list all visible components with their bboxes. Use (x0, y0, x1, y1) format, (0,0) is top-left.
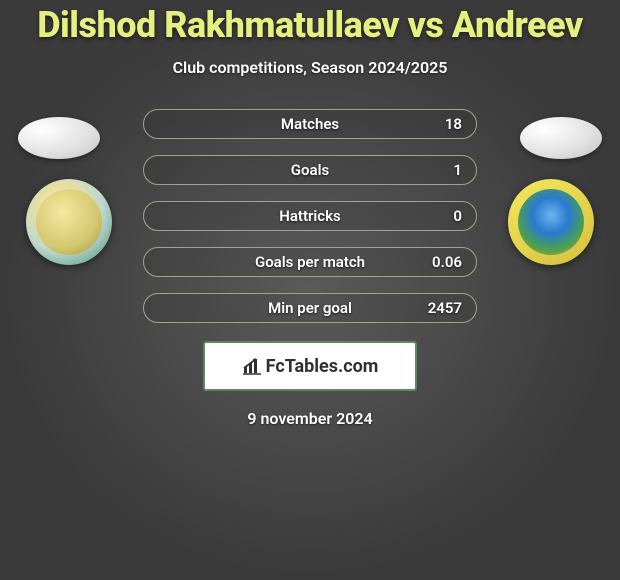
stat-right-value: 18 (445, 115, 462, 133)
content-area: Matches 18 Goals 1 Hattricks 0 Goals per… (0, 109, 620, 428)
stat-label: Hattricks (279, 207, 341, 225)
stat-label: Matches (281, 115, 339, 133)
subtitle: Club competitions, Season 2024/2025 (0, 58, 620, 77)
team-logo-left (26, 179, 112, 265)
date-label: 9 november 2024 (0, 409, 620, 428)
fctables-logo: FcTables.com (242, 356, 379, 377)
team-logo-right (508, 179, 594, 265)
player-right-avatar (520, 117, 602, 159)
stat-row-matches: Matches 18 (143, 109, 477, 139)
player-left-avatar (18, 117, 100, 159)
stat-label: Goals per match (255, 253, 365, 271)
footer-branding: FcTables.com (203, 341, 417, 391)
stat-row-hattricks: Hattricks 0 (143, 201, 477, 231)
stat-right-value: 0.06 (432, 253, 462, 271)
stat-right-value: 0 (453, 207, 462, 225)
stat-row-gpm: Goals per match 0.06 (143, 247, 477, 277)
stat-right-value: 1 (453, 161, 462, 179)
stat-row-goals: Goals 1 (143, 155, 477, 185)
stat-right-value: 2457 (428, 299, 462, 317)
stat-label: Min per goal (268, 299, 352, 317)
stat-rows: Matches 18 Goals 1 Hattricks 0 Goals per… (143, 109, 477, 323)
comparison-card: Dilshod Rakhmatullaev vs Andreev Club co… (0, 0, 620, 580)
page-title: Dilshod Rakhmatullaev vs Andreev (0, 4, 620, 46)
stat-row-mpg: Min per goal 2457 (143, 293, 477, 323)
fctables-text: FcTables.com (266, 356, 379, 377)
stat-label: Goals (291, 161, 329, 179)
barchart-icon (242, 357, 264, 375)
